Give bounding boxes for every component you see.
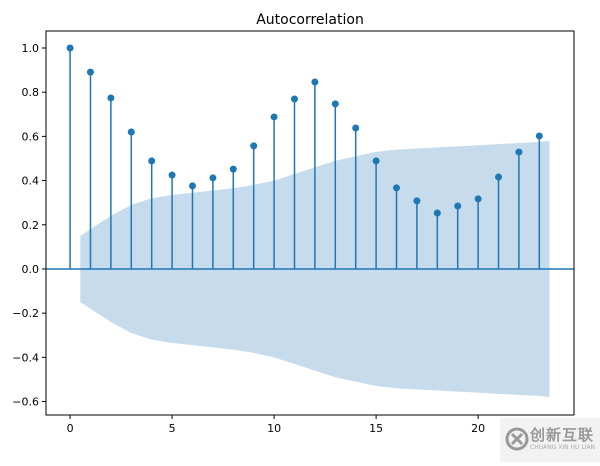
watermark-text: 创新互联 [530, 426, 595, 444]
stem-marker-lag-20 [474, 195, 482, 203]
stem-marker-lag-0 [66, 44, 74, 52]
y-tick-label: −0.6 [12, 396, 39, 409]
chart-title: Autocorrelation [256, 12, 364, 28]
stem-marker-lag-4 [148, 157, 156, 165]
stem-marker-lag-13 [331, 100, 339, 108]
stem-marker-lag-1 [86, 68, 94, 76]
stem-marker-lag-22 [515, 148, 523, 156]
x-tick-label: 20 [471, 422, 485, 435]
plot-frame [45, 30, 575, 416]
x-tick-label: 15 [369, 422, 383, 435]
y-tick-label: 0.4 [22, 175, 40, 188]
stem-marker-lag-11 [290, 95, 298, 103]
x-tick-label: 0 [67, 422, 74, 435]
y-tick-label: 0.2 [22, 219, 40, 232]
stem-marker-lag-6 [188, 182, 196, 190]
stem-marker-lag-19 [454, 202, 462, 210]
stem-marker-lag-10 [270, 113, 278, 121]
stem-marker-lag-17 [413, 197, 421, 205]
stem-marker-lag-8 [229, 165, 237, 173]
x-tick-label: 10 [267, 422, 281, 435]
stem-marker-lag-15 [372, 157, 380, 165]
stem-marker-lag-9 [250, 142, 258, 150]
y-tick-label: 0.0 [22, 263, 40, 276]
stem-marker-lag-21 [495, 173, 503, 181]
stem-marker-lag-5 [168, 171, 176, 179]
stem-marker-lag-16 [393, 184, 401, 192]
y-tick-label: −0.4 [12, 351, 39, 364]
y-tick-label: 0.6 [22, 130, 40, 143]
stem-marker-lag-14 [352, 124, 360, 132]
stem-marker-lag-3 [127, 128, 135, 136]
stem-marker-lag-7 [209, 174, 217, 182]
stem-marker-lag-12 [311, 78, 319, 86]
y-tick-label: −0.2 [12, 307, 39, 320]
watermark-subtext: CHUANG XIN HU LIAN [530, 444, 596, 451]
stem-marker-lag-23 [535, 132, 543, 140]
logo-icon [505, 427, 529, 451]
stem-marker-lag-18 [433, 209, 441, 217]
stem-marker-lag-2 [107, 94, 115, 102]
y-tick-label: 0.8 [22, 86, 40, 99]
x-tick-label: 5 [169, 422, 176, 435]
y-tick-label: 1.0 [22, 42, 40, 55]
watermark-logo: 创新互联 CHUANG XIN HU LIAN [500, 418, 600, 462]
